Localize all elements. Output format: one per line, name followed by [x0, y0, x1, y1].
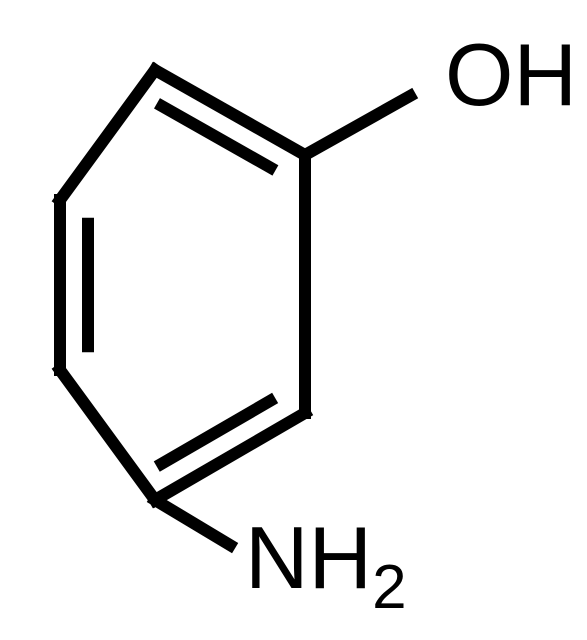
atom-label-nh2-main: NH — [245, 508, 372, 607]
bond-c4-c5 — [60, 370, 155, 500]
atom-label-oh-main: OH — [445, 25, 577, 124]
bond-inner-c5-c6 — [162, 401, 270, 464]
molecule-diagram: OH NH2 — [0, 0, 587, 640]
atom-label-oh: OH — [445, 25, 577, 124]
atom-label-nh2: NH2 — [245, 508, 407, 622]
bond-c2-c3 — [60, 70, 155, 200]
bond-c5-NH2 — [155, 500, 230, 545]
atom-label-nh2-subscript: 2 — [372, 553, 406, 622]
bond-c1-OH — [305, 96, 410, 155]
bond-inner-c1-c2 — [162, 106, 270, 167]
